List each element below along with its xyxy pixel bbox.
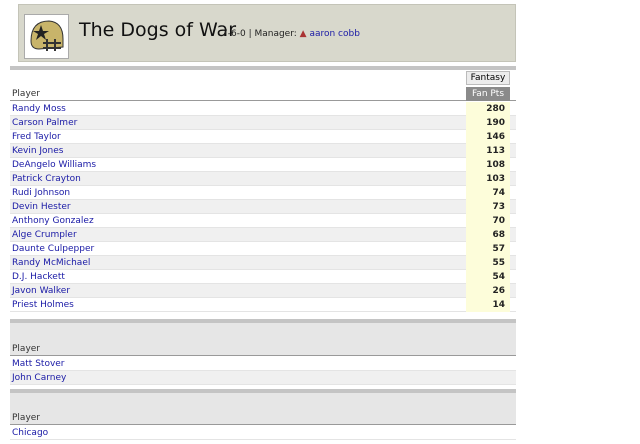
table-row xyxy=(10,116,516,130)
player-link[interactable]: Chicago xyxy=(12,428,49,438)
team-title: The Dogs of War xyxy=(79,19,237,41)
fan-points: 68 xyxy=(466,228,510,242)
header-row xyxy=(10,393,516,425)
fan-points: 70 xyxy=(466,214,510,228)
player-link[interactable]: Rudi Johnson xyxy=(12,188,71,198)
player-link[interactable]: Priest Holmes xyxy=(12,300,74,310)
team-logo xyxy=(24,14,69,59)
table-row xyxy=(10,158,516,172)
table-row xyxy=(10,228,516,242)
record: 7-6-0 xyxy=(222,29,246,39)
table-row xyxy=(10,242,516,256)
player-link[interactable]: Anthony Gonzalez xyxy=(12,216,94,226)
table-row xyxy=(10,426,516,440)
column-header: Player xyxy=(12,89,41,99)
table-row xyxy=(10,172,516,186)
fan-points: 190 xyxy=(466,116,510,130)
helmet-icon xyxy=(30,20,64,51)
player-link[interactable]: Carson Palmer xyxy=(12,118,78,128)
header-row xyxy=(10,323,516,356)
player-link[interactable]: D.J. Hackett xyxy=(12,272,65,282)
column-header: Player xyxy=(12,413,41,423)
player-link[interactable]: Daunte Culpepper xyxy=(12,244,95,254)
player-link[interactable]: DeAngelo Williams xyxy=(12,160,97,170)
fan-points: 108 xyxy=(466,158,510,172)
column-header: Player xyxy=(12,344,41,354)
header-row xyxy=(10,70,516,101)
manager-link[interactable]: aaron cobb xyxy=(309,29,360,39)
table-row xyxy=(10,371,516,385)
group-header: Fantasy xyxy=(466,71,510,85)
table-row xyxy=(10,357,516,371)
table-row xyxy=(10,270,516,284)
table-row xyxy=(10,256,516,270)
fan-points: 280 xyxy=(466,102,510,116)
table-row xyxy=(10,298,516,312)
player-link[interactable]: Randy McMichael xyxy=(12,258,91,268)
fan-points: 14 xyxy=(466,298,510,312)
player-link[interactable]: Matt Stover xyxy=(12,359,65,369)
table-row xyxy=(10,214,516,228)
fan-points: 146 xyxy=(466,130,510,144)
player-link[interactable]: Patrick Crayton xyxy=(12,174,81,184)
player-link[interactable]: Randy Moss xyxy=(12,104,66,114)
table-top-border xyxy=(10,319,516,323)
team-meta: 7-6-0 | Manager: ▲ aaron cobb xyxy=(222,29,360,39)
fan-points: 103 xyxy=(466,172,510,186)
manager-icon: ▲ xyxy=(299,29,307,39)
player-link[interactable]: Alge Crumpler xyxy=(12,230,77,240)
column-header-active: Fan Pts xyxy=(466,87,510,101)
player-link[interactable]: Fred Taylor xyxy=(12,132,61,142)
fan-points: 54 xyxy=(466,270,510,284)
table-row xyxy=(10,186,516,200)
team-header xyxy=(18,4,516,62)
table-row xyxy=(10,102,516,116)
fan-points: 74 xyxy=(466,186,510,200)
fan-points: 113 xyxy=(466,144,510,158)
table-row xyxy=(10,200,516,214)
fan-points: 55 xyxy=(466,256,510,270)
fan-points: 73 xyxy=(466,200,510,214)
fan-points: 57 xyxy=(466,242,510,256)
table-top-border xyxy=(10,66,516,70)
manager-label: | Manager: xyxy=(248,29,297,39)
player-link[interactable]: Javon Walker xyxy=(12,286,71,296)
player-link[interactable]: John Carney xyxy=(12,373,67,383)
player-link[interactable]: Kevin Jones xyxy=(12,146,64,156)
table-row xyxy=(10,130,516,144)
table-row xyxy=(10,144,516,158)
table-row xyxy=(10,284,516,298)
player-link[interactable]: Devin Hester xyxy=(12,202,71,212)
fan-points: 26 xyxy=(466,284,510,298)
table-top-border xyxy=(10,389,516,393)
